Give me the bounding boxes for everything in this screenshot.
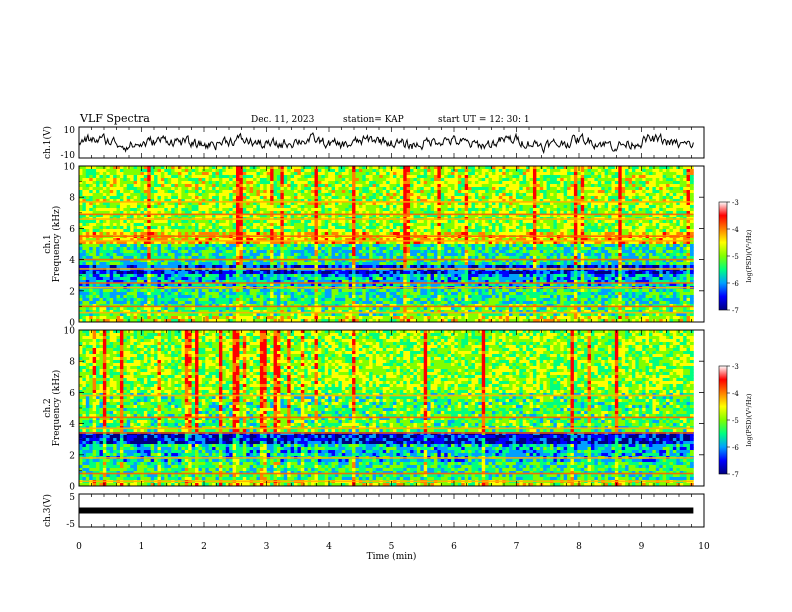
spectral-line xyxy=(79,480,694,483)
spectral-line xyxy=(79,394,694,397)
start-time-label: start UT = 12: 30: 1 xyxy=(438,115,530,125)
colorbar-label: log(PSD)(V²/Hz) xyxy=(745,229,753,282)
spectral-line xyxy=(79,213,694,216)
x-tick-label: 8 xyxy=(576,542,582,552)
x-tick-label: 3 xyxy=(264,542,270,552)
channel-label: ch.1 xyxy=(43,234,53,253)
colorbar-tick-label: -6 xyxy=(732,280,739,288)
y-tick-label: 2 xyxy=(69,451,75,461)
x-tick-label: 1 xyxy=(139,542,145,552)
y-axis-label: Frequency (kHz) xyxy=(51,370,62,447)
spectral-line xyxy=(79,282,694,284)
x-tick-label: 7 xyxy=(514,542,520,552)
channel-label: ch.2 xyxy=(43,398,53,417)
station-label: station= KAP xyxy=(343,115,404,125)
spectral-line xyxy=(79,472,694,475)
spectral-line xyxy=(79,416,694,419)
colorbar-tick-label: -3 xyxy=(732,199,739,207)
spectral-line xyxy=(79,240,694,242)
spectrogram-ch2 xyxy=(79,330,694,487)
colorbar-tick-label: -3 xyxy=(732,363,739,371)
spectral-line xyxy=(79,235,694,237)
y-tick-label: 2 xyxy=(69,287,75,297)
y-tick-label: 0 xyxy=(69,483,75,493)
y-axis-label: Frequency (kHz) xyxy=(51,206,62,283)
y-tick-label: 10 xyxy=(64,327,76,337)
y-tick-label: 10 xyxy=(64,163,76,173)
colorbar-tick-label: -7 xyxy=(732,307,739,315)
colorbar-tick-label: -5 xyxy=(732,253,739,261)
y-tick-label: 6 xyxy=(69,225,75,235)
date-label: Dec. 11, 2023 xyxy=(251,115,315,125)
spectrogram-ch1 xyxy=(79,166,694,323)
y-tick-label: 10 xyxy=(64,126,76,136)
colorbar-2 xyxy=(718,365,728,475)
ch1-waveform-trace xyxy=(78,131,694,155)
y-tick-label: 8 xyxy=(69,194,75,204)
spectral-line xyxy=(79,432,694,434)
y-tick-label: -10 xyxy=(61,151,76,161)
spectral-line xyxy=(79,286,694,289)
y-tick-label: 0 xyxy=(69,319,75,329)
spectral-line xyxy=(79,305,694,308)
x-axis-label: Time (min) xyxy=(367,551,417,562)
ch3-waveform-ylabel: ch.3(V) xyxy=(42,494,53,527)
y-tick-label: -5 xyxy=(66,520,75,530)
x-tick-label: 2 xyxy=(201,542,207,552)
ch1-waveform-ylabel: ch.1(V) xyxy=(42,126,53,159)
colorbar-tick-label: -7 xyxy=(732,471,739,479)
x-tick-label: 0 xyxy=(76,542,82,552)
spectral-line xyxy=(79,311,694,314)
y-tick-label: 4 xyxy=(69,256,75,266)
figure-title: VLF Spectra xyxy=(80,112,150,125)
colorbar-tick-label: -4 xyxy=(732,226,739,234)
spectral-line xyxy=(79,258,694,261)
y-tick-label: 6 xyxy=(69,389,75,399)
spectral-line xyxy=(79,268,694,270)
x-tick-label: 10 xyxy=(698,542,710,552)
spectral-line xyxy=(79,218,694,220)
colorbar-tick-label: -6 xyxy=(732,444,739,452)
y-tick-label: 4 xyxy=(69,420,75,430)
colorbar-tick-label: -4 xyxy=(732,390,739,398)
spectral-line xyxy=(79,427,694,430)
colorbar-label: log(PSD)(V²/Hz) xyxy=(745,393,753,446)
y-tick-label: 5 xyxy=(69,493,75,503)
ch3-waveform-trace xyxy=(79,507,694,514)
y-tick-label: 8 xyxy=(69,358,75,368)
x-tick-label: 5 xyxy=(389,542,395,552)
spectral-line xyxy=(79,457,694,459)
x-tick-label: 6 xyxy=(451,542,457,552)
x-tick-label: 9 xyxy=(639,542,645,552)
spectral-line xyxy=(79,201,694,203)
colorbar-1 xyxy=(718,201,728,311)
x-tick-label: 4 xyxy=(326,542,332,552)
colorbar-tick-label: -5 xyxy=(732,417,739,425)
